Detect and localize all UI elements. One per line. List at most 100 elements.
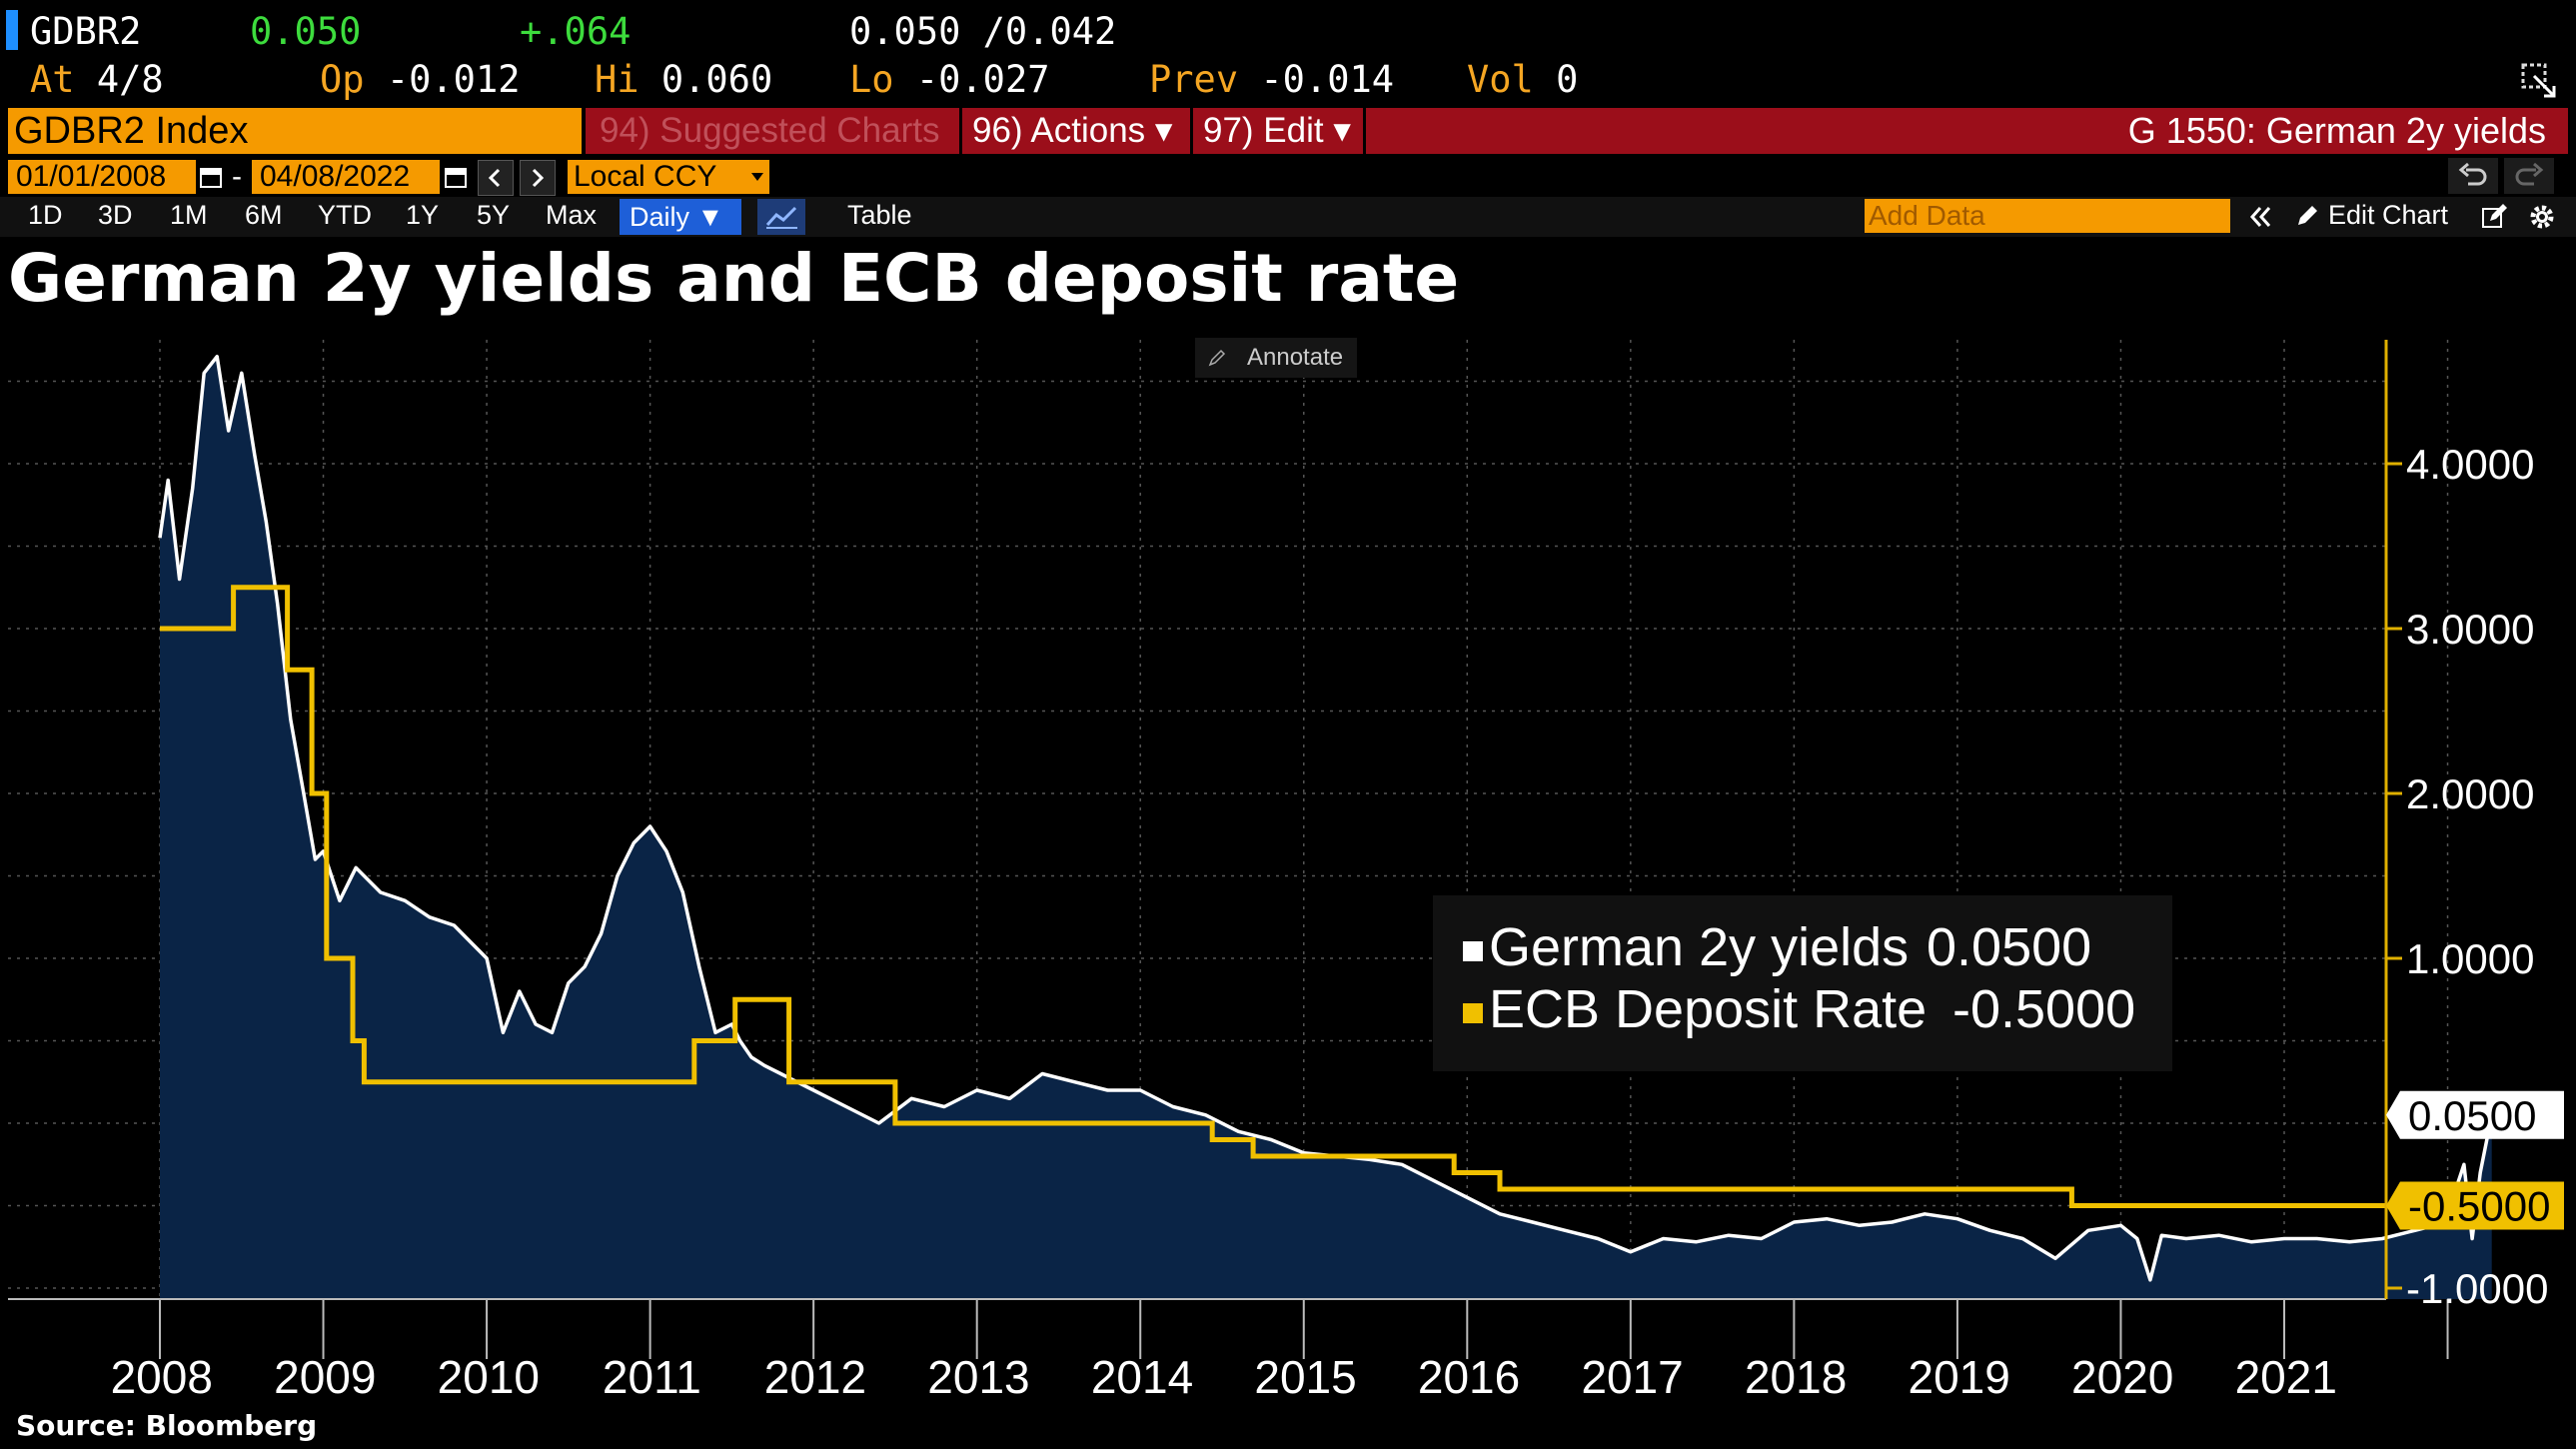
ticker-name: GDBR2 [30,10,142,53]
x-tick-label: 2008 [111,1351,213,1403]
currency-select[interactable]: Local CCY [568,160,769,194]
period-6m-button[interactable]: 6M [245,200,283,230]
price-change: +.064 [520,10,632,53]
yield-area-fill [160,356,2492,1299]
start-date-field[interactable]: 01/01/2008 [8,160,196,194]
currency-value: Local CCY [574,160,717,193]
last-value-tags: 0.0500 -0.5000 [2386,1090,2564,1230]
x-tick-label: 2016 [1418,1351,1520,1403]
legend-swatch-deposit [1463,1002,1483,1023]
low-label: Lo [849,58,894,101]
start-calendar-icon[interactable] [200,165,222,189]
pop-out-icon[interactable] [2520,62,2558,100]
low-value: -0.027 [915,58,1050,101]
period-ytd-button[interactable]: YTD [318,200,372,230]
frequency-select[interactable]: Daily ▼ [620,199,741,235]
period-max-button[interactable]: Max [546,200,598,230]
high-stat: Hi 0.060 [595,58,772,102]
x-tick-label: 2020 [2071,1351,2173,1403]
note-edit-icon[interactable] [2478,201,2510,233]
collapse-icon[interactable] [2244,201,2276,233]
x-tick-label: 2010 [438,1351,540,1403]
security-field[interactable]: GDBR2 Index [8,108,582,154]
prev-label: Prev [1149,58,1239,101]
yield-series-line [158,354,2494,1282]
annotate-label: Annotate [1247,344,1344,371]
y-axis: 4.0000 3.0000 2.0000 1.0000 -1.0000 [2386,441,2548,1312]
chart-name-bar: G 1550: German 2y yields [1366,108,2568,154]
legend-label-deposit: ECB Deposit Rate [1489,979,1928,1039]
suggested-charts-label: 94) Suggested Charts [600,111,940,150]
high-value: 0.060 [660,58,773,101]
period-1m-button[interactable]: 1M [170,200,208,230]
suggested-charts-menu[interactable]: 94) Suggested Charts [586,108,959,154]
volume-stat: Vol 0 [1467,58,1578,102]
deposit-rate-series-line [160,585,2492,1208]
edit-chart-button[interactable]: Edit Chart [2294,199,2460,235]
chart-plot: 2008 2009 2010 2011 2012 2013 2014 2015 2016 2017… [8,340,2564,1403]
low-stat: Lo -0.027 [849,58,1050,102]
y-tick-label: 4.0000 [2406,441,2534,488]
y-tick-label: 1.0000 [2406,935,2534,982]
at-value: 4/8 [96,58,164,101]
y-tick-label: 2.0000 [2406,770,2534,817]
end-date-field[interactable]: 04/08/2022 [252,160,440,194]
x-tick-label: 2019 [1909,1351,2010,1403]
x-tick-label: 2021 [2235,1351,2337,1403]
x-tick-label: 2014 [1091,1351,1193,1403]
annotate-pencil-icon [1207,348,1227,373]
legend-value-yield: 0.0500 [1927,917,2092,977]
table-button[interactable]: Table [847,200,912,230]
y-tick-label: 3.0000 [2406,606,2534,653]
annotate-button[interactable]: Annotate [1195,338,1357,378]
undo-icon[interactable] [2448,158,2498,194]
high-label: Hi [595,58,640,101]
period-1y-button[interactable]: 1Y [406,200,440,230]
range-dash: - [232,160,242,193]
open-value: -0.012 [386,58,521,101]
source-note: Source: Bloomberg [16,1409,318,1442]
legend-item-yield: German 2y yields 0.0500 [1463,917,2091,977]
currency-dropdown-icon[interactable] [749,170,765,184]
edit-chart-label: Edit Chart [2328,200,2449,230]
x-tick-label: 2012 [764,1351,866,1403]
end-calendar-icon[interactable] [445,165,467,189]
x-tick-label: 2017 [1581,1351,1683,1403]
frequency-value: Daily ▼ [630,202,724,232]
period-1d-button[interactable]: 1D [28,200,63,230]
actions-menu[interactable]: 96) Actions ▾ [962,108,1190,154]
next-range-button[interactable] [520,160,556,196]
quote-stats: At 4/8 [30,58,164,102]
x-tick-label: 2009 [274,1351,376,1403]
open-label: Op [320,58,365,101]
legend-item-deposit: ECB Deposit Rate -0.5000 [1463,979,2135,1039]
deposit-last-tag-box [2386,1181,2564,1230]
edit-menu[interactable]: 97) Edit ▾ [1193,108,1363,154]
line-chart-icon[interactable] [757,199,805,235]
ticker-marker [6,10,18,50]
edit-label: 97) Edit ▾ [1203,111,1351,150]
legend-swatch-yield [1463,940,1483,961]
prev-range-button[interactable] [478,160,514,196]
x-tick-label: 2015 [1254,1351,1356,1403]
x-tick-label: 2011 [603,1351,701,1403]
open-stat: Op -0.012 [320,58,521,102]
legend-label-yield: German 2y yields [1489,917,1910,977]
legend-value-deposit: -0.5000 [1952,979,2136,1039]
prev-stat: Prev -0.014 [1149,58,1394,102]
deposit-last-tag-label: -0.5000 [2408,1183,2550,1230]
at-label: At [30,58,75,101]
start-date-value: 01/01/2008 [16,160,167,193]
prev-value: -0.014 [1260,58,1395,101]
pencil-icon [2294,203,2320,236]
yield-last-tag-label: 0.0500 [2408,1092,2536,1139]
gear-icon[interactable] [2526,201,2558,233]
legend: German 2y yields 0.0500 ECB Deposit Rate… [1433,895,2172,1071]
x-axis: 2008 2009 2010 2011 2012 2013 2014 2015 2016 2017… [111,1299,2449,1403]
period-5y-button[interactable]: 5Y [477,200,511,230]
period-3d-button[interactable]: 3D [98,200,133,230]
chart-title: German 2y yields and ECB deposit rate [8,240,1460,317]
actions-label: 96) Actions ▾ [972,111,1173,150]
redo-icon[interactable] [2504,158,2554,194]
add-data-field[interactable]: Add Data [1865,199,2230,233]
